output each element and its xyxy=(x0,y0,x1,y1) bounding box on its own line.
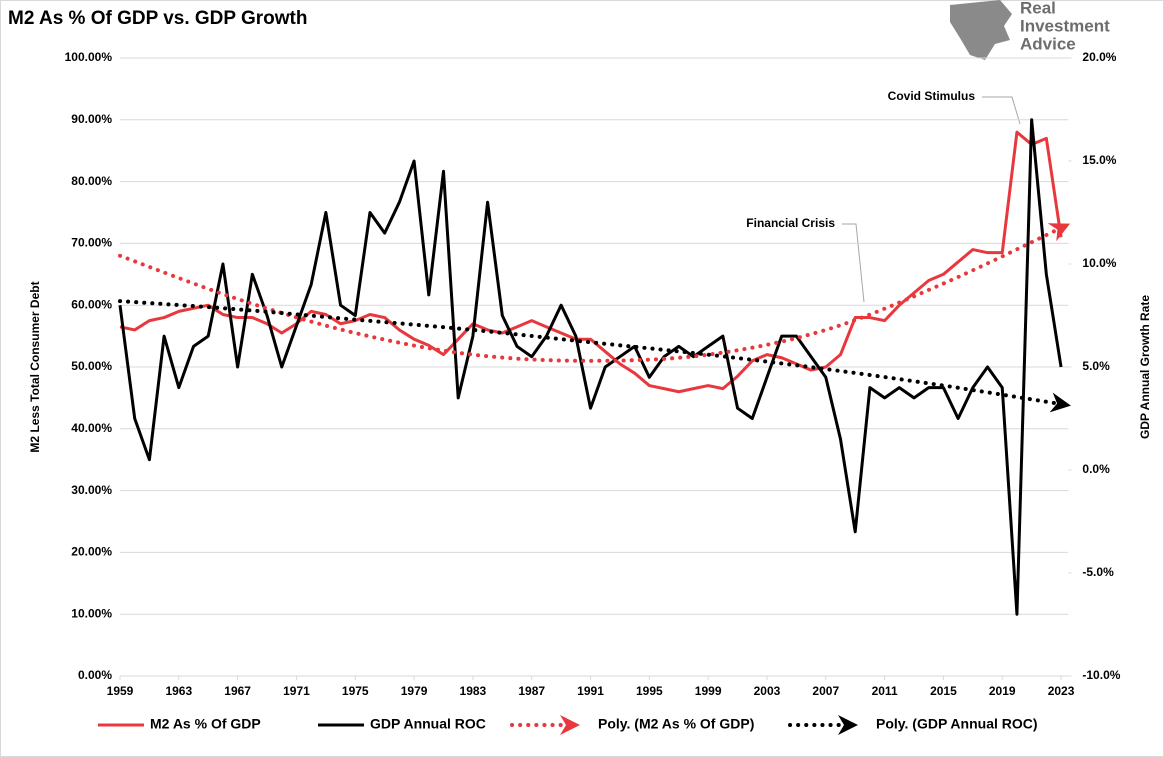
leader-line xyxy=(842,223,865,303)
y2-tick-label: -5.0% xyxy=(1082,565,1114,579)
legend-label: M2 As % Of GDP xyxy=(150,716,261,732)
y-tick-label: 30.00% xyxy=(71,483,112,497)
y-tick-label: 80.00% xyxy=(71,174,112,188)
series-line xyxy=(119,130,1063,394)
x-tick-label: 1975 xyxy=(342,684,369,698)
x-tick-label: 1959 xyxy=(107,684,134,698)
logo-mark xyxy=(950,0,1012,60)
x-tick-label: 2019 xyxy=(989,684,1016,698)
y2-tick-label: 15.0% xyxy=(1082,153,1116,167)
trend-line xyxy=(118,223,1071,363)
trend-line xyxy=(118,299,1071,413)
y-tick-label: 20.00% xyxy=(71,545,112,559)
y-tick-label: 50.00% xyxy=(71,359,112,373)
x-tick-label: 1983 xyxy=(460,684,487,698)
x-tick-label: 1995 xyxy=(636,684,663,698)
y2-axis-label: GDP Annual Growth Rate xyxy=(1138,295,1152,439)
x-tick-label: 2007 xyxy=(812,684,839,698)
y-tick-label: 60.00% xyxy=(71,297,112,311)
annotation: Financial Crisis xyxy=(746,216,835,230)
y-tick-label: 90.00% xyxy=(71,112,112,126)
series-line xyxy=(118,118,1063,616)
y-tick-label: 40.00% xyxy=(71,421,112,435)
y-tick-label: 0.00% xyxy=(78,668,112,682)
y2-tick-label: 0.0% xyxy=(1082,462,1110,476)
legend-label: Poly. (M2 As % Of GDP) xyxy=(598,716,754,732)
y-tick-label: 70.00% xyxy=(71,236,112,250)
y-axis-label: M2 Less Total Consumer Debt xyxy=(28,281,42,452)
y2-tick-label: 5.0% xyxy=(1082,359,1110,373)
y-tick-label: 100.00% xyxy=(65,50,113,64)
x-tick-label: 1991 xyxy=(577,684,604,698)
x-tick-label: 1999 xyxy=(695,684,722,698)
y2-tick-label: 20.0% xyxy=(1082,50,1116,64)
annotation: Covid Stimulus xyxy=(888,89,976,103)
logo-text: Real xyxy=(1020,0,1056,17)
y2-tick-label: -10.0% xyxy=(1082,668,1120,682)
y2-tick-label: 10.0% xyxy=(1082,256,1116,270)
y-tick-label: 10.00% xyxy=(71,606,112,620)
chart-title: M2 As % Of GDP vs. GDP Growth xyxy=(8,8,308,29)
x-tick-label: 1967 xyxy=(224,684,251,698)
x-tick-label: 2023 xyxy=(1048,684,1075,698)
x-tick-label: 1971 xyxy=(283,684,310,698)
logo-text: Investment xyxy=(1020,16,1110,35)
leader-line xyxy=(982,96,1021,125)
x-tick-label: 1979 xyxy=(401,684,428,698)
x-tick-label: 2011 xyxy=(872,684,898,698)
x-tick-label: 2003 xyxy=(754,684,781,698)
x-tick-label: 1987 xyxy=(518,684,545,698)
logo-text: Advice xyxy=(1020,34,1076,53)
logo: Real Investment Advice xyxy=(950,0,1110,60)
x-tick-label: 2015 xyxy=(930,684,957,698)
x-tick-label: 1963 xyxy=(165,684,192,698)
legend-label: GDP Annual ROC xyxy=(370,716,486,732)
legend-label: Poly. (GDP Annual ROC) xyxy=(876,716,1038,732)
